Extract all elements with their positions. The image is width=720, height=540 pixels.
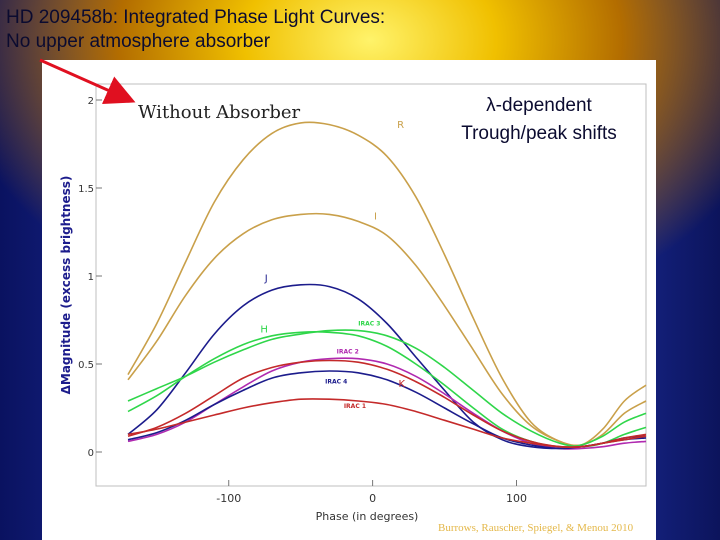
annotation-line2: Trough/peak shifts	[461, 123, 617, 144]
series-line-r	[127, 121, 647, 447]
pointer-arrow	[39, 58, 136, 104]
series-label: I	[374, 212, 377, 223]
x-tick-label: 0	[369, 492, 376, 505]
slide-title-line2: No upper atmosphere absorber	[6, 31, 271, 52]
x-tick-label: 100	[506, 492, 527, 505]
series-label: IRAC 2	[337, 348, 359, 355]
series-group	[127, 121, 647, 450]
series-label: IRAC 3	[358, 320, 380, 327]
x-tick-label: -100	[216, 492, 241, 505]
series-line-irac-3	[127, 329, 647, 448]
annotation-line1: λ-dependent	[486, 95, 592, 116]
y-tick-label: 2	[88, 96, 94, 107]
series-label: J	[264, 273, 268, 284]
x-ticks: -100 0 100	[216, 480, 527, 505]
plot-frame	[95, 83, 647, 487]
y-tick-label: 0	[88, 448, 94, 459]
series-label: K	[399, 379, 406, 390]
y-tick-label: 0.5	[78, 360, 94, 371]
series-line-irac-2	[127, 357, 647, 450]
annotation: λ-dependent Trough/peak shifts	[424, 92, 654, 148]
credit-text: Burrows, Rauscher, Spiegel, & Menou 2010	[438, 522, 634, 534]
series-labels: R I J H IRAC 3 IRAC 2 IRAC 4 K IRAC 1	[260, 120, 405, 410]
chart-title: Without Absorber	[138, 102, 301, 123]
y-axis-label: ΔMagnitude (excess brightness)	[59, 176, 73, 395]
y-ticks: 0 0.5 1 1.5 2	[78, 96, 102, 459]
slide-title: HD 209458b: Integrated Phase Light Curve…	[6, 6, 606, 54]
y-tick-label: 1	[88, 272, 94, 283]
series-label: IRAC 1	[344, 403, 366, 410]
y-tick-label: 1.5	[78, 184, 94, 195]
series-line-irac-1	[127, 398, 647, 448]
series-line-h	[127, 331, 647, 448]
slide-title-line1: HD 209458b: Integrated Phase Light Curve…	[6, 7, 386, 28]
series-label: R	[397, 120, 404, 131]
plot-panel	[42, 60, 656, 540]
series-label: IRAC 4	[325, 378, 347, 385]
series-label: H	[260, 324, 268, 335]
series-line-irac-4	[127, 370, 647, 450]
x-axis-label: Phase (in degrees)	[316, 510, 419, 523]
